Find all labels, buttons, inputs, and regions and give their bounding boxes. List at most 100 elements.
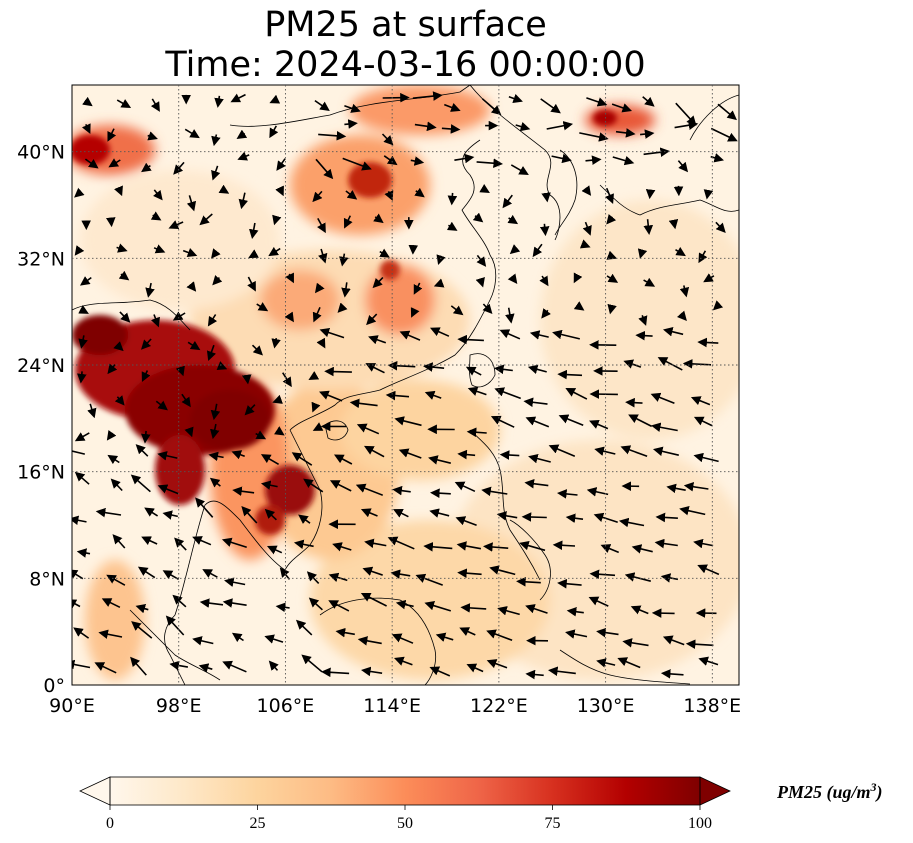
wind-arrow <box>312 306 322 323</box>
wind-arrow <box>363 445 385 458</box>
wind-arrow <box>496 511 518 521</box>
wind-arrow <box>457 568 482 578</box>
wind-arrow <box>558 414 584 427</box>
wind-arrow <box>291 452 313 466</box>
wind-arrow <box>169 660 189 671</box>
colorbar-extend-min <box>79 776 111 806</box>
wind-arrow <box>141 162 152 173</box>
wind-arrow <box>184 128 200 139</box>
wind-arrow <box>424 601 452 612</box>
wind-arrow <box>612 155 635 166</box>
wind-arrow <box>145 282 155 298</box>
wind-arrow <box>479 184 490 194</box>
wind-arrow <box>655 512 678 523</box>
wind-arrow <box>312 190 323 203</box>
wind-arrow <box>638 315 648 326</box>
wind-arrow <box>341 282 351 298</box>
wind-arrow <box>666 483 686 494</box>
wind-arrow <box>698 656 719 666</box>
wind-arrow <box>147 131 158 141</box>
wind-arrow <box>317 218 326 234</box>
lon-tick-label: 122°E <box>470 695 528 717</box>
lat-axis: 40°N 32°N 24°N 16°N 8°N 0° <box>17 142 65 697</box>
wind-arrow <box>525 416 550 428</box>
wind-arrow <box>668 218 679 230</box>
wind-arrow <box>524 478 549 489</box>
wind-arrow <box>269 125 279 139</box>
wind-arrow <box>450 305 464 316</box>
wind-arrow <box>505 307 515 324</box>
wind-arrow <box>211 248 221 259</box>
wind-arrow <box>444 102 461 112</box>
wind-arrow <box>210 403 221 421</box>
wind-arrow <box>497 606 520 616</box>
wind-arrow <box>192 536 212 546</box>
lat-tick-label: 16°N <box>17 462 65 484</box>
wind-arrow <box>172 311 186 321</box>
wind-arrow <box>456 541 482 551</box>
wind-arrow <box>311 401 321 413</box>
wind-arrow <box>394 416 422 427</box>
wind-arrow <box>206 344 216 362</box>
wind-arrow <box>256 302 269 312</box>
wind-arrow <box>78 335 88 349</box>
wind-arrow <box>276 158 286 171</box>
wind-arrow <box>135 444 149 457</box>
colorbar-extend-max <box>699 776 731 806</box>
wind-arrow <box>137 566 156 579</box>
wind-arrow <box>605 187 614 204</box>
wind-arrow <box>436 254 446 265</box>
wind-arrow <box>415 573 443 586</box>
wind-arrow <box>618 517 645 528</box>
wind-arrow <box>107 454 120 465</box>
wind-arrow <box>475 276 485 288</box>
wind-arrow <box>548 444 576 457</box>
wind-arrow <box>676 310 687 322</box>
wind-arrow <box>272 394 283 404</box>
wind-arrow <box>202 569 218 578</box>
wind-arrow <box>285 272 294 284</box>
wind-arrow <box>78 305 89 314</box>
wind-arrow <box>298 514 311 525</box>
wind-arrow <box>241 374 252 385</box>
wind-arrow <box>637 248 648 259</box>
wind-arrow <box>141 338 152 350</box>
wind-arrow <box>650 422 678 432</box>
wind-arrow <box>237 151 250 161</box>
lat-tick-label: 40°N <box>17 142 65 164</box>
wind-arrow <box>476 254 487 267</box>
map-frame <box>71 84 740 686</box>
wind-arrow <box>344 119 358 129</box>
wind-arrow <box>150 98 160 112</box>
wind-arrow <box>679 506 706 516</box>
wind-arrow <box>573 272 583 284</box>
wind-arrow <box>454 481 476 493</box>
wind-arrow <box>74 245 85 256</box>
wind-arrow <box>76 548 91 558</box>
wind-arrow <box>333 454 353 465</box>
wind-arrow <box>198 663 213 673</box>
wind-arrow <box>521 512 547 522</box>
wind-arrow <box>212 275 223 286</box>
wind-arrow <box>116 243 128 253</box>
wind-arrow <box>174 537 187 551</box>
wind-arrow <box>82 96 93 107</box>
wind-arrow <box>385 390 410 401</box>
colorbar-tick-label: 100 <box>688 815 712 832</box>
wind-arrow <box>384 190 394 201</box>
wind-arrow <box>356 423 380 435</box>
colorbar-tick-label: 50 <box>397 815 413 832</box>
wind-arrow <box>314 282 325 294</box>
lat-tick-label: 24°N <box>17 355 65 377</box>
wind-arrow <box>199 213 213 226</box>
wind-arrow <box>566 606 584 617</box>
wind-arrow <box>222 660 247 673</box>
wind-arrow <box>552 540 576 551</box>
wind-arrow <box>295 619 313 636</box>
wind-arrow <box>635 330 653 341</box>
wind-arrow <box>210 423 220 440</box>
wind-arrow <box>582 221 592 236</box>
wind-arrow <box>481 98 502 116</box>
wind-arrow <box>152 189 163 201</box>
